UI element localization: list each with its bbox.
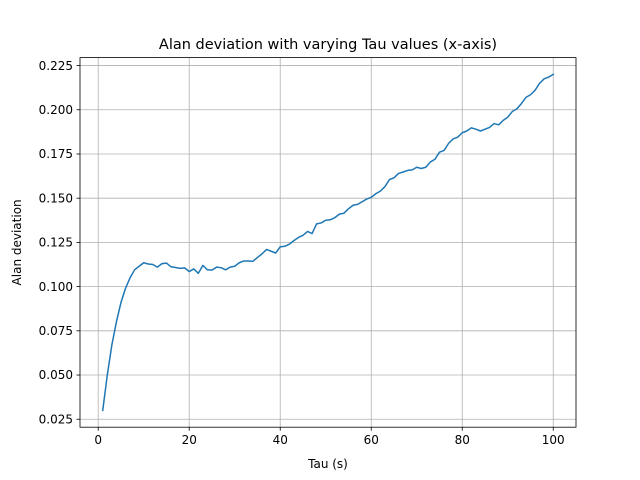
series-layer <box>101 73 555 412</box>
x-tick-label: 60 <box>364 433 379 447</box>
y-tick-label: 0.225 <box>39 59 73 73</box>
chart-title: Alan deviation with varying Tau values (… <box>159 37 497 53</box>
y-tick-label: 0.025 <box>39 412 73 426</box>
x-tick-label: 100 <box>542 433 565 447</box>
y-tick-label: 0.175 <box>39 147 73 161</box>
x-tick-label: 80 <box>455 433 470 447</box>
x-tick-label: 0 <box>94 433 102 447</box>
x-tick-label: 40 <box>273 433 288 447</box>
y-tick-label: 0.075 <box>39 324 73 338</box>
y-axis-label: Alan deviation <box>10 199 24 285</box>
y-tick-label: 0.100 <box>39 280 73 294</box>
y-tick-label: 0.150 <box>39 191 73 205</box>
y-tick-label: 0.200 <box>39 103 73 117</box>
x-axis-label: Tau (s) <box>307 457 348 471</box>
y-tick-label: 0.050 <box>39 368 73 382</box>
y-tick-label: 0.125 <box>39 236 73 250</box>
series-line <box>101 73 555 412</box>
x-tick-label: 20 <box>182 433 197 447</box>
grid-lines <box>80 57 576 428</box>
ticks: 0 20 40 60 80 100 0.025 0.050 0.075 0.100 0.125 0.1… <box>39 59 565 447</box>
